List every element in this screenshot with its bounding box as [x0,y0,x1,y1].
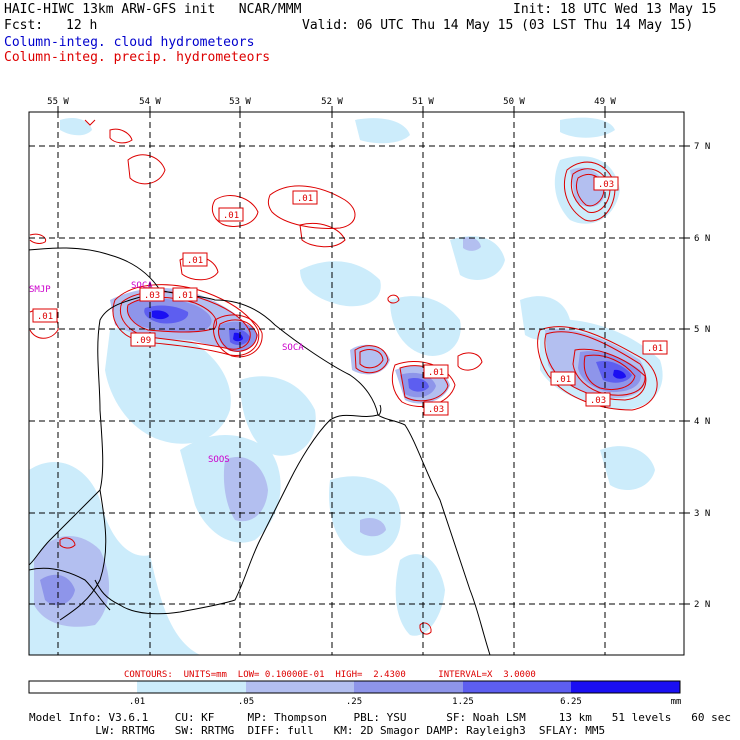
colorbar-bin [463,681,571,693]
contour-label: .01 [218,207,244,222]
colorbar-bin [137,681,246,693]
contour-label: .01 [550,371,576,386]
station-soos: SOOS [208,455,230,465]
contour-label: .03 [423,401,449,416]
contour-label: .03 [585,392,611,407]
valid-time: Valid: 06 UTC Thu 14 May 15 (03 LST Thu … [302,18,694,33]
lon-label-53w: 53 W [229,97,251,107]
colorbar-bin [29,681,137,693]
lon-label-54w: 54 W [139,97,161,107]
lat-label-4n: 4 N [694,417,710,427]
colorbar-border [28,680,681,694]
contour-label: .01 [642,340,668,355]
axis-ticks [57,106,690,605]
model-info-line1: Model Info: V3.6.1 CU: KF MP: Thompson P… [29,711,731,724]
field-cloud-hydrometeors: Column-integ. cloud hydrometeors [4,35,255,50]
svg-text:.03: .03 [590,396,606,406]
contour-label: .01 [32,308,58,323]
svg-text:.01: .01 [555,375,571,385]
contour-label: .01 [292,190,318,205]
field-precip-hydrometeors: Column-integ. precip. hydrometeors [4,50,271,65]
svg-text:.01: .01 [647,344,663,354]
svg-text:.01: .01 [177,291,193,301]
station-soca: SOCA [282,343,304,353]
colorbar-tick: .01 [129,697,145,707]
lat-label-6n: 6 N [694,234,710,244]
lat-label-7n: 7 N [694,142,710,152]
colorbar-tick: .05 [238,697,254,707]
contour-label: .03 [593,176,619,191]
contour-label: .01 [172,287,198,302]
station-soca-north: SOCA [131,281,153,291]
svg-text:.01: .01 [223,211,239,221]
colorbar-tick: 6.25 [560,697,582,707]
lat-label-5n: 5 N [694,325,710,335]
lon-label-55w: 55 W [47,97,69,107]
colorbar-tick: .25 [346,697,362,707]
svg-text:.01: .01 [187,256,203,266]
contour-label: .01 [423,364,449,379]
coastlines-borders [29,247,491,655]
model-info-line2: LW: RRTMG SW: RRTMG DIFF: full KM: 2D Sm… [29,724,606,737]
latlon-grid [29,112,684,655]
contour-label: .09 [130,332,156,347]
forecast-label: Fcst: [4,18,44,33]
init-time: Init: 18 UTC Wed 13 May 15 [513,2,717,17]
lat-label-2n: 2 N [694,600,710,610]
map-border [28,111,685,656]
svg-text:.03: .03 [144,291,160,301]
plot-title: HAIC-HIWC 13km ARW-GFS init NCAR/MMM [4,2,302,17]
forecast-hour: 12 h [66,18,98,33]
map-panel: 55 W 54 W 53 W 52 W 51 W 50 W 49 W 7 N 6… [28,97,710,656]
colorbar-tick: 1.25 [452,697,474,707]
lon-label-51w: 51 W [412,97,434,107]
station-smjp: SMJP [29,285,51,295]
svg-text:.01: .01 [37,312,53,322]
contour-label: .03 [139,287,165,302]
colorbar: .01 .05 .25 1.25 6.25 mm [28,680,682,707]
svg-text:.03: .03 [428,405,444,415]
contour-info: CONTOURS: UNITS=mm LOW= 0.10000E-01 HIGH… [124,670,536,680]
lon-label-49w: 49 W [594,97,616,107]
lon-label-52w: 52 W [321,97,343,107]
lat-label-3n: 3 N [694,509,710,519]
shaded-fields [29,112,684,655]
colorbar-bin [246,681,354,693]
svg-text:.01: .01 [428,368,444,378]
colorbar-units: mm [671,697,682,707]
colorbar-bin [354,681,463,693]
contour-label: .01 [182,252,208,267]
svg-text:.03: .03 [598,180,614,190]
svg-text:.09: .09 [135,336,151,346]
colorbar-bin [571,681,680,693]
lon-label-50w: 50 W [503,97,525,107]
svg-text:.01: .01 [297,194,313,204]
